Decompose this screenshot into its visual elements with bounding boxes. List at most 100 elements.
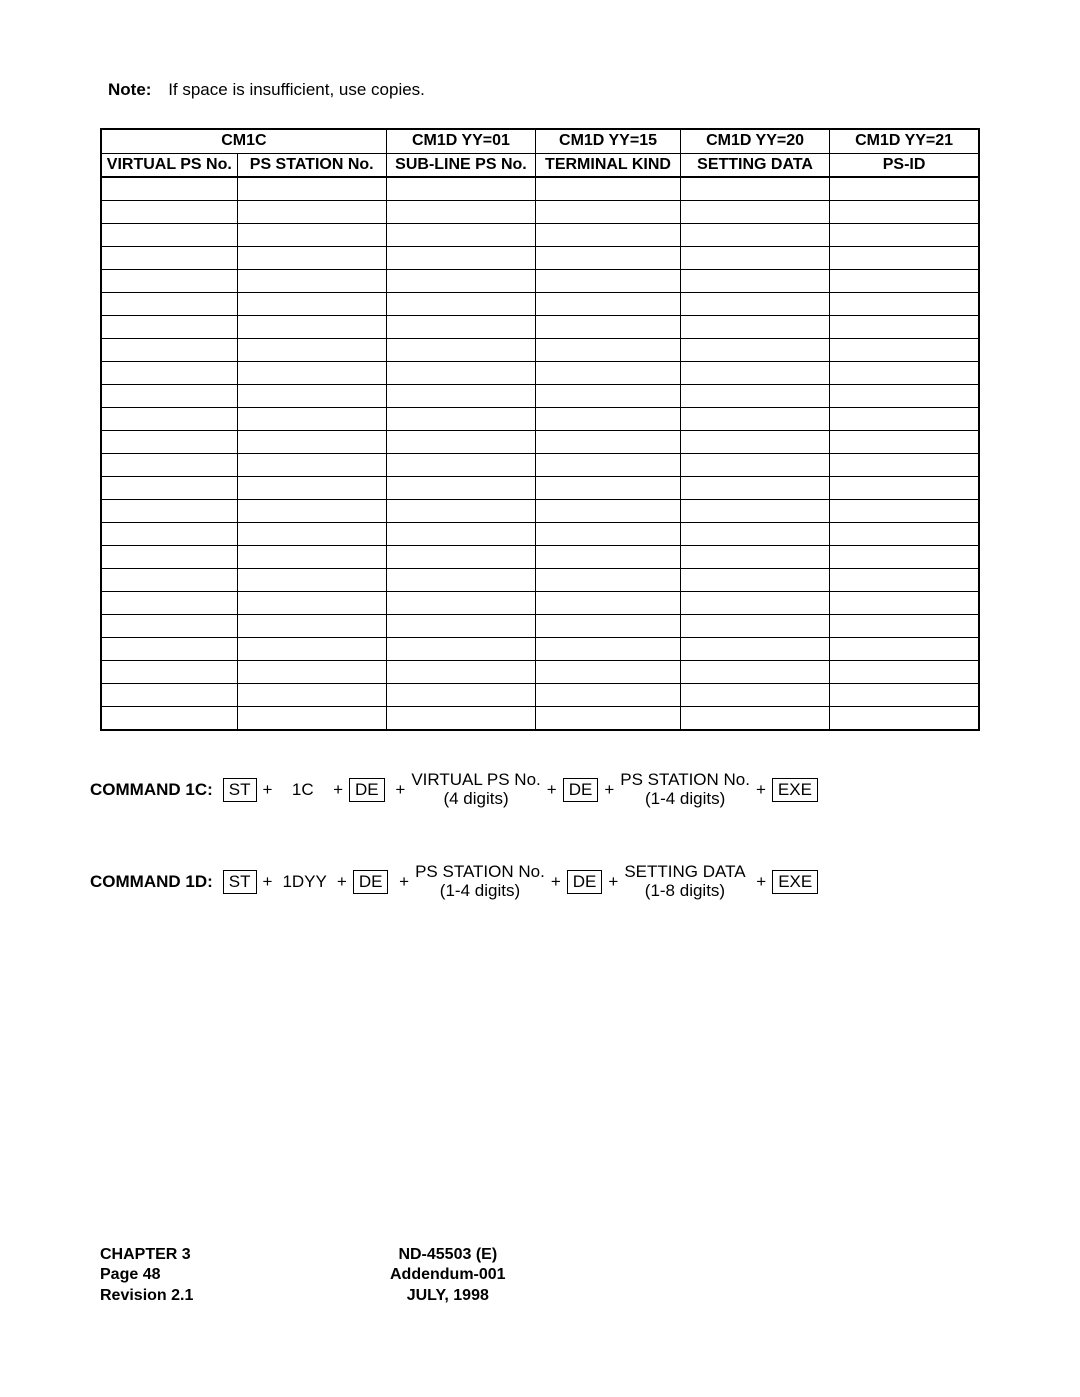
table-cell — [101, 661, 237, 684]
table-row — [101, 500, 979, 523]
page-footer: CHAPTER 3 Page 48 Revision 2.1 ND-45503 … — [100, 1245, 980, 1307]
table-cell — [237, 362, 386, 385]
table-cell — [830, 177, 979, 201]
th-setting: SETTING DATA — [680, 153, 829, 177]
exe-key: EXE — [772, 870, 818, 894]
table-cell — [680, 638, 829, 661]
th-yy01: CM1D YY=01 — [386, 129, 535, 153]
footer-chapter: CHAPTER 3 — [100, 1245, 390, 1266]
table-cell — [536, 500, 681, 523]
table-cell — [680, 201, 829, 224]
table-cell — [680, 500, 829, 523]
table-cell — [536, 224, 681, 247]
table-cell — [536, 270, 681, 293]
plus-icon: + — [394, 872, 409, 892]
table-cell — [536, 684, 681, 707]
table-cell — [536, 477, 681, 500]
table-cell — [830, 408, 979, 431]
table-cell — [680, 454, 829, 477]
table-row — [101, 362, 979, 385]
table-cell — [101, 385, 237, 408]
plus-icon: + — [333, 780, 343, 800]
table-cell — [101, 523, 237, 546]
table-cell — [386, 592, 535, 615]
table-row — [101, 707, 979, 731]
table-cell — [386, 661, 535, 684]
plus-icon: + — [752, 872, 767, 892]
command-1c-label: COMMAND 1C: — [90, 780, 213, 800]
table-cell — [830, 270, 979, 293]
th-ps-station: PS STATION No. — [237, 153, 386, 177]
table-cell — [680, 707, 829, 731]
table-cell — [830, 523, 979, 546]
table-cell — [386, 638, 535, 661]
table-cell — [101, 431, 237, 454]
table-cell — [680, 615, 829, 638]
table-cell — [101, 293, 237, 316]
table-cell — [830, 546, 979, 569]
note-line: Note: If space is insufficient, use copi… — [108, 80, 980, 100]
table-cell — [237, 615, 386, 638]
table-cell — [830, 201, 979, 224]
th-subline: SUB-LINE PS No. — [386, 153, 535, 177]
table-cell — [101, 569, 237, 592]
table-cell — [830, 477, 979, 500]
table-cell — [680, 569, 829, 592]
table-cell — [680, 546, 829, 569]
th-yy21: CM1D YY=21 — [830, 129, 979, 153]
de-key: DE — [349, 778, 385, 802]
table-cell — [536, 661, 681, 684]
table-cell — [680, 247, 829, 270]
cmd1d-code: 1DYY — [282, 872, 326, 892]
table-cell — [830, 224, 979, 247]
table-cell — [101, 638, 237, 661]
de-key: DE — [353, 870, 389, 894]
table-cell — [830, 684, 979, 707]
th-virtual-ps: VIRTUAL PS No. — [101, 153, 237, 177]
st-key: ST — [223, 870, 257, 894]
table-cell — [830, 500, 979, 523]
table-cell — [386, 247, 535, 270]
plus-icon: + — [337, 872, 347, 892]
table-cell — [680, 362, 829, 385]
table-cell — [237, 477, 386, 500]
table-cell — [536, 592, 681, 615]
data-table: CM1C CM1D YY=01 CM1D YY=15 CM1D YY=20 CM… — [100, 128, 980, 731]
footer-date: JULY, 1998 — [390, 1286, 506, 1307]
table-cell — [536, 362, 681, 385]
table-cell — [237, 385, 386, 408]
table-cell — [237, 661, 386, 684]
plus-icon: + — [391, 780, 406, 800]
plus-icon: + — [756, 780, 766, 800]
th-yy15: CM1D YY=15 — [536, 129, 681, 153]
table-cell — [386, 431, 535, 454]
footer-docnum: ND-45503 (E) — [390, 1245, 506, 1266]
command-1d-line: COMMAND 1D: ST + 1DYY + DE + PS STATION … — [90, 863, 980, 900]
table-row — [101, 247, 979, 270]
table-cell — [536, 316, 681, 339]
table-cell — [386, 362, 535, 385]
table-cell — [536, 339, 681, 362]
table-cell — [237, 707, 386, 731]
table-cell — [386, 523, 535, 546]
table-cell — [536, 247, 681, 270]
table-cell — [237, 500, 386, 523]
arg-virtual-ps: VIRTUAL PS No. (4 digits) — [411, 771, 540, 808]
table-cell — [680, 684, 829, 707]
plus-icon: + — [263, 872, 273, 892]
table-cell — [101, 546, 237, 569]
table-cell — [536, 431, 681, 454]
table-cell — [386, 293, 535, 316]
table-row — [101, 177, 979, 201]
table-row — [101, 385, 979, 408]
table-cell — [830, 592, 979, 615]
th-psid: PS-ID — [830, 153, 979, 177]
table-cell — [386, 454, 535, 477]
table-cell — [237, 224, 386, 247]
table-cell — [536, 293, 681, 316]
table-cell — [680, 408, 829, 431]
table-cell — [536, 615, 681, 638]
table-cell — [680, 224, 829, 247]
table-cell — [237, 177, 386, 201]
table-cell — [830, 707, 979, 731]
